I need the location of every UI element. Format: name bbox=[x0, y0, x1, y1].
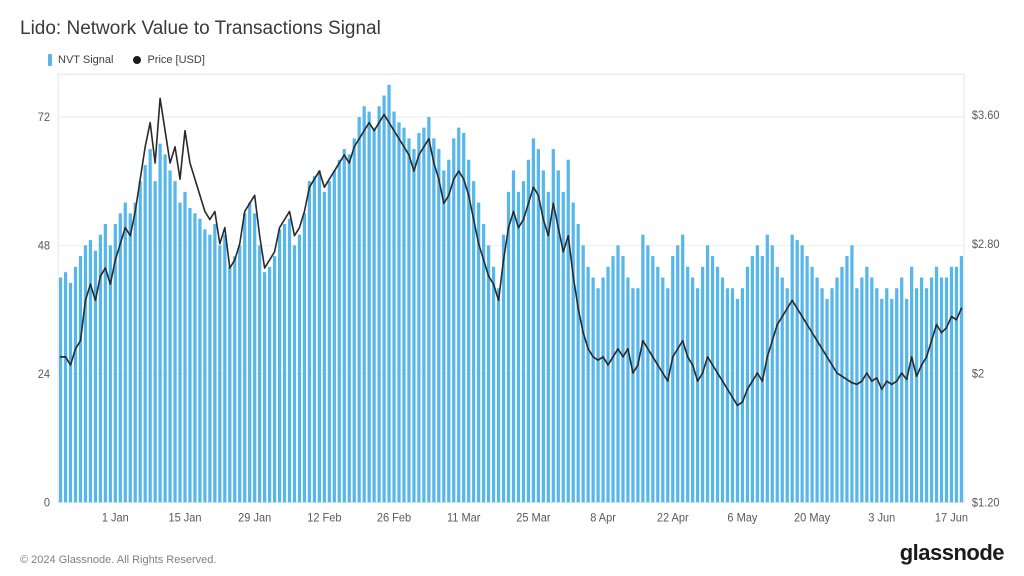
svg-text:48: 48 bbox=[38, 240, 50, 252]
svg-text:1 Jan: 1 Jan bbox=[102, 512, 129, 524]
legend-item-line: Price [USD] bbox=[133, 54, 204, 66]
svg-text:8 Apr: 8 Apr bbox=[590, 512, 616, 524]
chart-title: Lido: Network Value to Transactions Sign… bbox=[20, 18, 1012, 40]
svg-text:20 May: 20 May bbox=[794, 512, 830, 524]
svg-text:12 Feb: 12 Feb bbox=[307, 512, 341, 524]
svg-text:3 Jun: 3 Jun bbox=[868, 512, 895, 524]
legend-label-bar: NVT Signal bbox=[58, 54, 113, 66]
svg-text:72: 72 bbox=[38, 112, 50, 124]
svg-text:6 May: 6 May bbox=[727, 512, 757, 524]
svg-text:26 Feb: 26 Feb bbox=[377, 512, 411, 524]
svg-text:11 Mar: 11 Mar bbox=[447, 512, 481, 524]
svg-text:$3.60: $3.60 bbox=[972, 110, 1000, 122]
chart-svg: 0 24 48 72 $1.20 $2 $2.80 $3.60 1 Jan 15 Jan 29 Ja… bbox=[20, 72, 1012, 530]
legend-label-line: Price [USD] bbox=[147, 54, 204, 66]
svg-text:$2: $2 bbox=[972, 368, 984, 380]
svg-text:15 Jan: 15 Jan bbox=[168, 512, 201, 524]
svg-text:17 Jun: 17 Jun bbox=[935, 512, 968, 524]
svg-text:24: 24 bbox=[38, 369, 50, 381]
svg-text:29 Jan: 29 Jan bbox=[238, 512, 271, 524]
chart-area: 0 24 48 72 $1.20 $2 $2.80 $3.60 1 Jan 15 Jan 29 Ja… bbox=[20, 72, 1012, 530]
svg-text:22 Apr: 22 Apr bbox=[657, 512, 689, 524]
svg-text:$1.20: $1.20 bbox=[972, 497, 1000, 509]
legend-swatch-dot bbox=[133, 56, 141, 64]
svg-text:0: 0 bbox=[44, 497, 50, 509]
copyright-text: © 2024 Glassnode. All Rights Reserved. bbox=[20, 554, 216, 566]
svg-text:25 Mar: 25 Mar bbox=[516, 512, 550, 524]
svg-text:$2.80: $2.80 bbox=[972, 239, 1000, 251]
legend-swatch-bar bbox=[48, 54, 52, 66]
legend-item-bar: NVT Signal bbox=[48, 54, 113, 66]
brand-logo: glassnode bbox=[900, 540, 1004, 566]
legend: NVT Signal Price [USD] bbox=[48, 54, 1012, 66]
